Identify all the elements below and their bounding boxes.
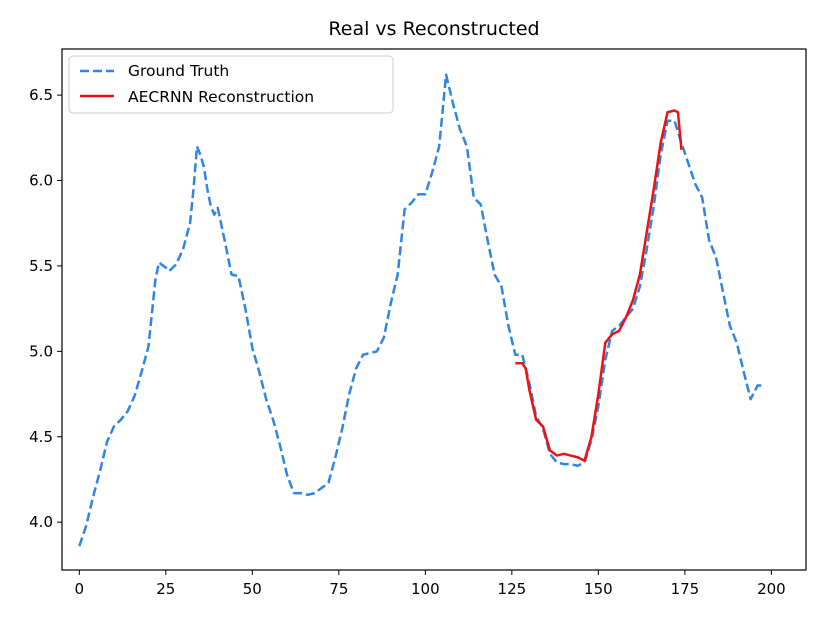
x-tick-label: 0 xyxy=(75,580,85,598)
x-tick-label: 200 xyxy=(757,580,786,598)
series-layer xyxy=(78,73,765,547)
y-tick-label: 4.0 xyxy=(29,513,53,531)
y-tick-label: 6.5 xyxy=(29,86,53,104)
chart-title: Real vs Reconstructed xyxy=(328,18,539,40)
y-axis: 4.0 4.5 5.0 5.5 6.0 6.5 xyxy=(29,86,62,531)
legend-label-ground-truth: Ground Truth xyxy=(128,62,229,80)
y-tick-label: 5.0 xyxy=(29,342,53,360)
legend: Ground Truth AECRNN Reconstruction xyxy=(68,55,394,114)
y-tick-label: 6.0 xyxy=(29,172,53,190)
legend-label-aecrnn-reconstruction: AECRNN Reconstruction xyxy=(128,88,314,106)
x-axis: 0 25 50 75 100 125 150 175 200 xyxy=(75,570,786,598)
y-tick-label: 4.5 xyxy=(29,428,53,446)
x-tick-label: 150 xyxy=(584,580,613,598)
y-tick-label: 5.5 xyxy=(29,257,53,275)
x-tick-label: 75 xyxy=(329,580,348,598)
series-line-aecrnn-reconstruction xyxy=(515,109,683,462)
axes-frame xyxy=(61,48,807,571)
x-tick-label: 50 xyxy=(243,580,262,598)
x-tick-label: 25 xyxy=(156,580,175,598)
x-tick-label: 100 xyxy=(411,580,440,598)
x-tick-label: 125 xyxy=(498,580,527,598)
legend-box xyxy=(68,55,394,114)
series-line-ground-truth xyxy=(78,73,765,547)
x-tick-label: 175 xyxy=(671,580,700,598)
